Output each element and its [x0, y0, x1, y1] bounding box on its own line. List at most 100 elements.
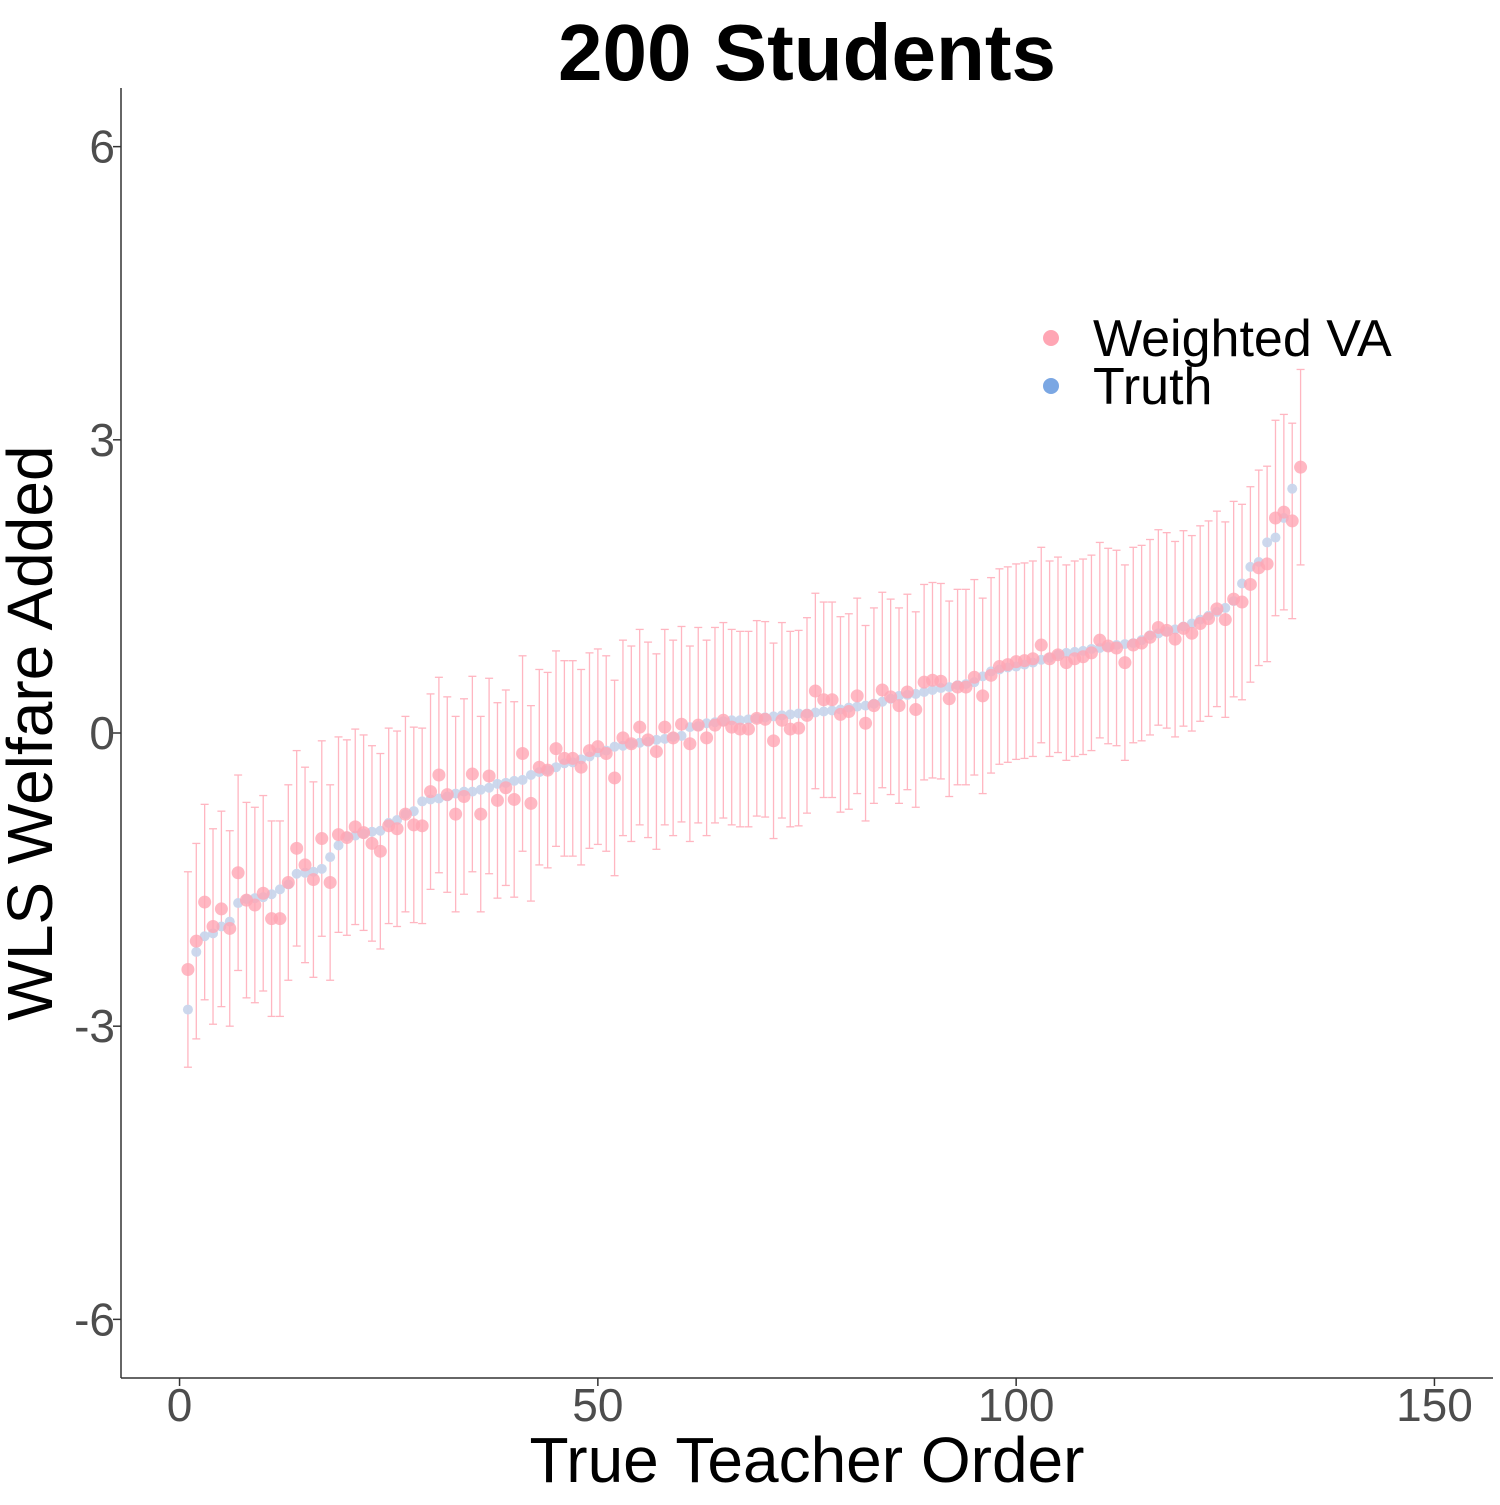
weighted-va-point: [1168, 632, 1182, 646]
weighted-va-point: [198, 895, 212, 909]
weighted-va-point: [967, 670, 981, 684]
weighted-va-point: [1118, 656, 1132, 670]
weighted-va-point: [474, 807, 488, 821]
weighted-va-point: [1243, 577, 1257, 591]
weighted-va-point: [741, 722, 755, 736]
truth-point: [325, 852, 336, 863]
weighted-va-point: [465, 767, 479, 781]
weighted-va-point: [424, 785, 438, 799]
weighted-va-point: [390, 822, 404, 836]
truth-point: [735, 715, 746, 726]
weighted-va-point: [608, 771, 622, 785]
weighted-va-point: [959, 680, 973, 694]
x-tick-label: 150: [1396, 1379, 1473, 1431]
weighted-va-point: [490, 793, 504, 807]
weighted-va-point: [633, 720, 647, 734]
truth-point: [333, 840, 344, 851]
x-tick-label: 0: [167, 1379, 193, 1431]
weighted-va-point: [691, 718, 705, 732]
weighted-va-point: [900, 685, 914, 699]
legend-key: [1043, 378, 1059, 394]
weighted-va-point: [273, 912, 287, 926]
weighted-va-point: [767, 734, 781, 748]
weighted-va-point: [365, 836, 379, 850]
weighted-va-point: [1294, 460, 1308, 474]
weighted-va-point: [290, 841, 304, 855]
truth-point: [1270, 532, 1281, 543]
weighted-va-point: [1026, 652, 1040, 666]
truth-point: [919, 686, 930, 697]
weighted-va-point: [984, 668, 998, 682]
weighted-va-point: [1218, 613, 1232, 627]
weighted-va-point: [1285, 514, 1299, 528]
weighted-va-point: [1084, 646, 1098, 660]
weighted-va-point: [516, 747, 530, 761]
weighted-va-point: [357, 826, 371, 840]
legend-label: Weighted VA: [1093, 310, 1392, 368]
weighted-va-point: [574, 760, 588, 774]
chart-title: 200 Students: [558, 8, 1056, 97]
weighted-va-point: [666, 731, 680, 745]
weighted-va-point: [373, 844, 387, 858]
truth-point: [291, 868, 302, 879]
x-tick-label: 100: [978, 1379, 1055, 1431]
weighted-va-point: [775, 713, 789, 727]
weighted-va-point: [415, 819, 429, 833]
truth-point: [1287, 483, 1298, 494]
legend-key: [1043, 330, 1059, 346]
weighted-va-point: [758, 712, 772, 726]
truth-point: [191, 946, 202, 957]
truth-point: [274, 884, 285, 895]
weighted-va-point: [248, 898, 262, 912]
weighted-va-point: [1160, 623, 1174, 637]
weighted-va-point: [340, 831, 354, 845]
weighted-va-point: [482, 769, 496, 783]
legend-label: Truth: [1093, 358, 1212, 416]
weighted-va-point: [1210, 602, 1224, 616]
weighted-va-point: [1277, 505, 1291, 519]
weighted-va-point: [884, 690, 898, 704]
weighted-va-point: [1260, 557, 1274, 571]
weighted-va-point: [976, 689, 990, 703]
weighted-va-point: [449, 807, 463, 821]
weighted-va-point: [808, 684, 822, 698]
weighted-va-point: [800, 708, 814, 722]
y-tick-label: 0: [89, 707, 115, 759]
weighted-va-point: [524, 796, 538, 810]
weighted-va-point: [440, 788, 454, 802]
weighted-va-point: [700, 731, 714, 745]
truth-point: [609, 741, 620, 752]
y-axis-title: WLS Welfare Added: [0, 445, 66, 1020]
y-tick-label: -6: [74, 1293, 115, 1345]
weighted-va-point: [457, 790, 471, 804]
truth-point: [1262, 537, 1273, 548]
weighted-va-point: [566, 751, 580, 765]
weighted-va-point: [942, 692, 956, 706]
truth-point: [475, 784, 486, 795]
truth-point: [417, 796, 428, 807]
weighted-va-point: [683, 737, 697, 751]
weighted-va-point: [934, 674, 948, 688]
weighted-va-point: [256, 886, 270, 900]
weighted-va-point: [792, 721, 806, 735]
weighted-va-point: [323, 876, 337, 890]
y-tick-label: 3: [89, 414, 115, 466]
weighted-va-point: [231, 866, 245, 880]
weighted-va-point: [181, 963, 195, 976]
weighted-va-point: [892, 699, 906, 713]
weighted-va-point: [909, 703, 923, 717]
weighted-va-point: [1202, 612, 1216, 626]
weighted-va-point: [1185, 626, 1199, 640]
weighted-va-points: [181, 460, 1308, 976]
y-tick-label: 6: [89, 121, 115, 173]
weighted-va-point: [1143, 630, 1157, 644]
weighted-va-point: [1051, 648, 1065, 662]
weighted-va-point: [499, 781, 513, 795]
weighted-va-point: [842, 705, 856, 718]
truth-point: [927, 685, 938, 695]
truth-point: [818, 706, 829, 717]
weighted-va-point: [541, 763, 555, 777]
weighted-va-point: [624, 737, 638, 751]
